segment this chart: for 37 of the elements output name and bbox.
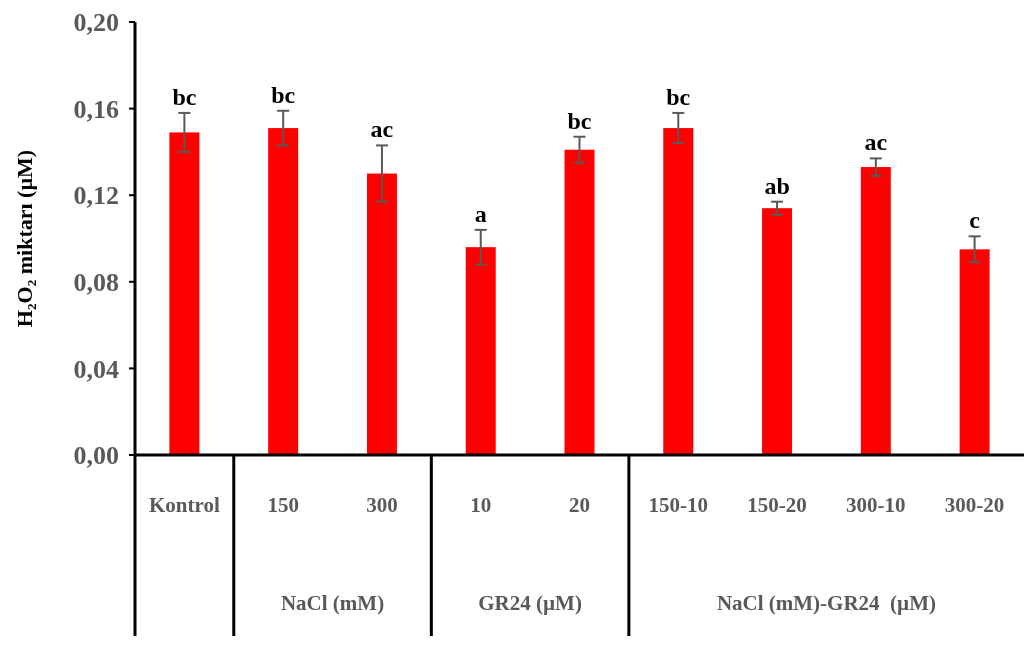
x-tick-label: 150 — [267, 493, 299, 517]
annotation: bc — [271, 81, 296, 108]
text: GR24 (µM) — [478, 591, 582, 615]
annotation: bc — [172, 83, 197, 110]
bar — [366, 173, 397, 455]
annotation: bc — [567, 107, 592, 134]
x-tick-label: 20 — [569, 493, 590, 517]
annotation: c — [969, 207, 981, 234]
bar — [169, 132, 200, 455]
annotation: a — [474, 200, 487, 227]
x-tick-label: 10 — [470, 493, 492, 517]
text: NaCl (mM) — [280, 591, 385, 615]
y-tick-label: 0,08 — [73, 267, 119, 297]
y-tick-label: 0,16 — [73, 94, 119, 124]
annotation: bc — [666, 83, 691, 110]
bar — [465, 247, 496, 455]
annotation: ab — [764, 172, 790, 199]
annotation: ac — [370, 116, 394, 143]
annotation: ac — [864, 129, 888, 156]
x-tick-label: 150-20 — [747, 493, 807, 517]
y-tick-label: 0,12 — [73, 181, 119, 211]
x-tick-label: 150-10 — [648, 493, 709, 517]
x-tick-label: 300 — [366, 493, 398, 517]
bar — [564, 149, 595, 455]
bar — [959, 249, 990, 455]
bar — [762, 208, 793, 455]
x-tick-label: 300-10 — [846, 493, 906, 517]
y-axis-title: H₂O₂ miktarı (µM) — [12, 149, 37, 328]
y-tick-label: 0,00 — [73, 441, 119, 471]
x-tick-label: 300-20 — [944, 493, 1005, 517]
y-tick-label: 0,20 — [73, 8, 119, 38]
y-tick-label: 0,04 — [73, 354, 119, 384]
x-tick-label: Kontrol — [148, 493, 220, 517]
bar — [860, 167, 891, 455]
bar — [268, 128, 299, 455]
bar — [663, 128, 694, 455]
text: NaCl (mM)-GR24 (µM) — [716, 591, 937, 615]
